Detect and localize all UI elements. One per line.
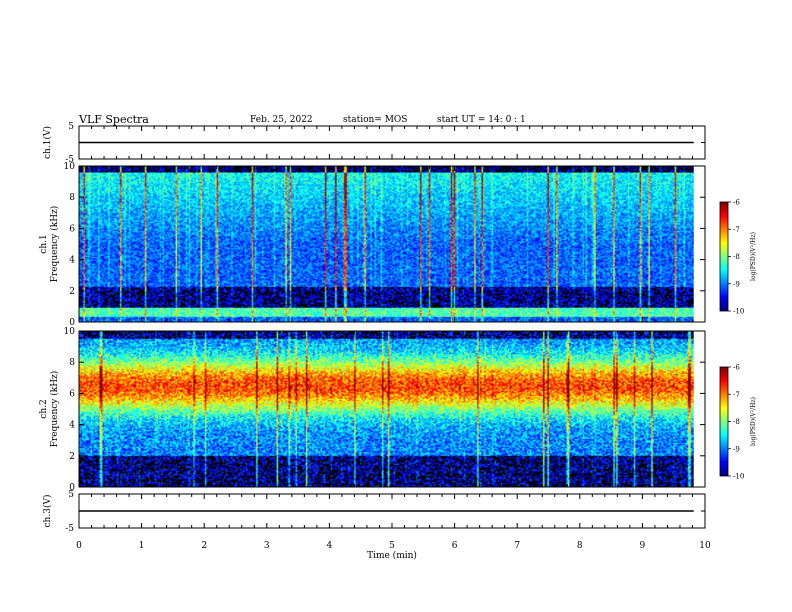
y-tick-label: 0 bbox=[69, 318, 75, 328]
y-tick-label: 2 bbox=[69, 452, 75, 462]
ch2-spectrogram-ylabel: ch.2 bbox=[39, 399, 49, 418]
y-tick-label: 10 bbox=[64, 162, 76, 172]
colorbar-tick-label: -8 bbox=[733, 418, 740, 426]
y-tick-label: 5 bbox=[68, 490, 74, 500]
axis-labels: ch.1(V) 5 -5 -6 -7 -8 -9 -10 log(PSD)(V²/Hz) ch.1… bbox=[39, 122, 757, 561]
colorbar-tick-label: -8 bbox=[733, 253, 740, 261]
x-tick-label: 1 bbox=[139, 541, 145, 551]
axes bbox=[78, 125, 731, 529]
colorbar-tick-label: -10 bbox=[733, 308, 744, 316]
station-label: station= MOS bbox=[343, 115, 408, 125]
x-tick-label: 0 bbox=[76, 541, 82, 551]
colorbar-tick-label: -9 bbox=[733, 280, 740, 288]
y-tick-label: 6 bbox=[69, 224, 75, 234]
y-tick-label: 5 bbox=[68, 122, 74, 132]
colorbar-tick-label: -9 bbox=[733, 445, 740, 453]
x-tick-label: 4 bbox=[327, 541, 333, 551]
y-tick-label: -5 bbox=[65, 155, 74, 165]
y-tick-label: 4 bbox=[69, 421, 75, 431]
ch1-voltage-ylabel: ch.1(V) bbox=[42, 126, 53, 159]
ch2-spectrogram-ylabel2: Frequency (kHz) bbox=[49, 371, 60, 448]
x-tick-label: 7 bbox=[514, 541, 520, 551]
colorbar-tick-label: -7 bbox=[733, 226, 740, 234]
colorbar-label: log(PSD)(V²/Hz) bbox=[750, 232, 757, 281]
ch1-spectrogram-ylabel2: Frequency (kHz) bbox=[49, 206, 60, 283]
x-axis-label: Time (min) bbox=[367, 550, 417, 561]
x-tick-label: 8 bbox=[577, 541, 583, 551]
y-tick-label: 10 bbox=[64, 327, 76, 337]
spectrogram-images bbox=[79, 166, 728, 487]
y-tick-label: 4 bbox=[69, 256, 75, 266]
x-tick-label: 3 bbox=[264, 541, 270, 551]
colorbar-tick-label: -6 bbox=[733, 199, 740, 207]
figure-title: VLF Spectra bbox=[79, 113, 149, 126]
x-tick-label: 9 bbox=[640, 541, 646, 551]
start-ut-label: start UT = 14: 0 : 1 bbox=[437, 115, 526, 125]
y-tick-label: -5 bbox=[65, 524, 74, 534]
colorbar-image bbox=[720, 367, 728, 476]
colorbar-tick-label: -10 bbox=[733, 473, 744, 481]
x-tick-label: 6 bbox=[452, 541, 458, 551]
x-tick-label: 2 bbox=[201, 541, 207, 551]
ch3-voltage-ylabel: ch.3(V) bbox=[42, 495, 53, 528]
ch2-spectrogram-image bbox=[79, 331, 694, 487]
y-tick-label: 8 bbox=[69, 193, 75, 203]
ch1-spectrogram-ylabel: ch.1 bbox=[39, 234, 49, 253]
colorbar-image bbox=[720, 202, 728, 311]
colorbar-tick-label: -6 bbox=[733, 364, 740, 372]
y-tick-label: 6 bbox=[69, 389, 75, 399]
y-tick-label: 8 bbox=[69, 358, 75, 368]
y-tick-label: 2 bbox=[69, 287, 75, 297]
y-tick-label: 0 bbox=[69, 483, 75, 493]
colorbar-tick-label: -7 bbox=[733, 391, 740, 399]
x-tick-label: 10 bbox=[699, 541, 711, 551]
ch1-spectrogram-image bbox=[79, 166, 694, 322]
colorbar-label: log(PSD)(V²/Hz) bbox=[750, 397, 757, 446]
date-label: Feb. 25, 2022 bbox=[250, 115, 313, 125]
x-tick-label: 5 bbox=[389, 541, 395, 551]
